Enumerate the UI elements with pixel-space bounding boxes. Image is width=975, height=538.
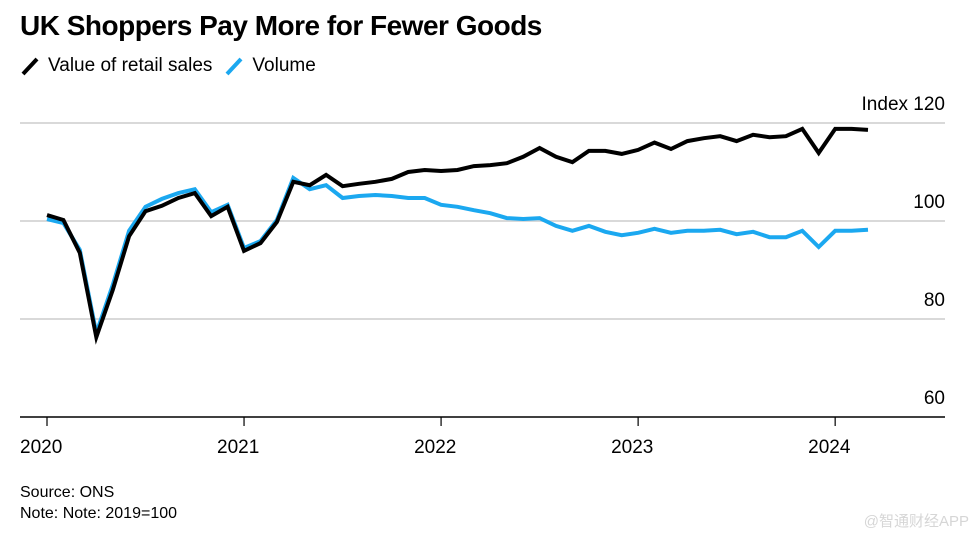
x-tick-label-2023: 2023: [611, 437, 653, 458]
y-tick-label-80: 80: [924, 290, 945, 311]
series-line-volume: [46, 174, 869, 341]
y-tick-label-60: 60: [924, 388, 945, 409]
y-tick-label-100: 100: [913, 192, 945, 213]
legend-label-value: Value of retail sales: [48, 55, 213, 76]
legend-label-volume: Volume: [252, 55, 316, 76]
source-note: Source: ONS: [20, 484, 115, 501]
x-axis: 2020 2021 2022 2023 2024: [20, 416, 945, 458]
legend-item-volume: Volume: [224, 55, 316, 77]
legend-swatch-volume-icon: [225, 57, 243, 76]
legend-swatch-value-icon: [21, 57, 39, 76]
x-tick-label-2020: 2020: [20, 437, 62, 458]
watermark: @智通财经APP: [863, 513, 969, 530]
chart-title: UK Shoppers Pay More for Fewer Goods: [20, 10, 542, 41]
series-line-value-of-retail-sales: [46, 126, 869, 345]
y-tick-label-120: Index 120: [862, 94, 945, 115]
y-axis-labels: 60 80 100 Index 120: [862, 94, 945, 409]
footer: Source: ONS Note: Note: 2019=100: [20, 482, 177, 524]
gridlines: [20, 122, 945, 320]
x-tick-label-2021: 2021: [217, 437, 259, 458]
series-lines: [46, 126, 869, 345]
legend-item-value: Value of retail sales: [20, 55, 212, 77]
x-tick-label-2024: 2024: [808, 437, 851, 458]
legend: Value of retail sales Volume: [20, 55, 328, 77]
base-note: Note: Note: 2019=100: [20, 505, 178, 522]
x-tick-label-2022: 2022: [414, 437, 456, 458]
